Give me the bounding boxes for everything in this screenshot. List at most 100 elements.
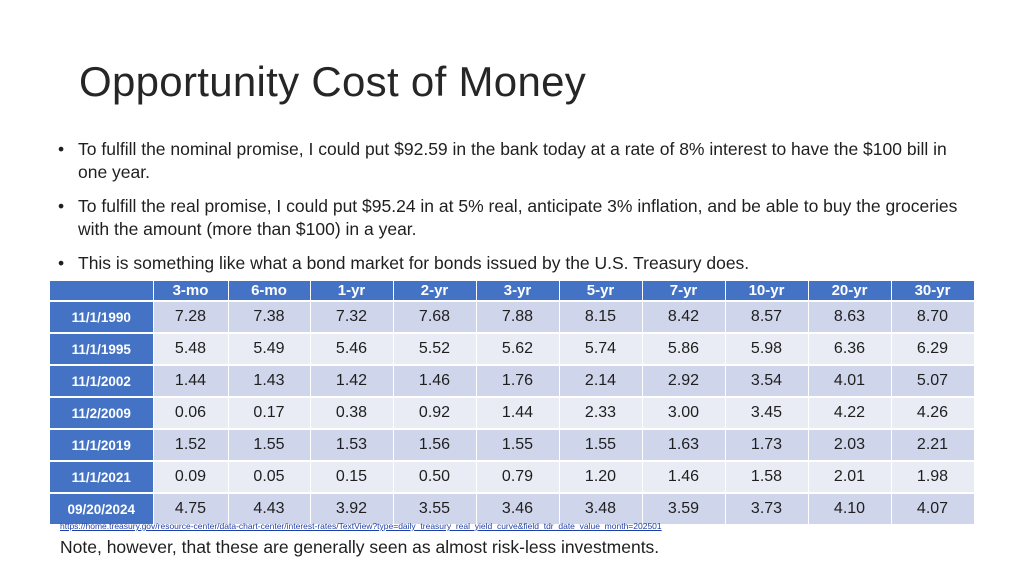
table-cell: 4.01: [808, 364, 892, 398]
column-header: 5-yr: [559, 281, 643, 301]
bullet-item: • This is something like what a bond mark…: [58, 252, 978, 275]
table-cell: 0.92: [393, 396, 477, 430]
row-date-label: 11/2/2009: [50, 396, 154, 430]
table-cell: 7.32: [310, 299, 394, 334]
table-cell: 4.22: [808, 396, 892, 430]
table-cell: 3.55: [393, 492, 477, 524]
table-cell: 1.46: [393, 364, 477, 398]
row-date-label: 11/1/1995: [50, 332, 154, 366]
table-row: 11/2/2009 0.06 0.17 0.38 0.92 1.44 2.33 3.00 3.4…: [50, 396, 975, 430]
table-cell: 1.53: [310, 428, 394, 462]
table-cell: 3.54: [725, 364, 809, 398]
column-header: 3-mo: [153, 281, 229, 301]
table-cell: 5.07: [891, 364, 975, 398]
table-cell: 1.56: [393, 428, 477, 462]
table-cell: 5.49: [228, 332, 311, 366]
bullet-item: • To fulfill the real promise, I could pu…: [58, 195, 978, 241]
table-cell: 8.70: [891, 299, 975, 334]
table-cell: 0.79: [476, 460, 560, 494]
table-row: 09/20/2024 4.75 4.43 3.92 3.55 3.46 3.48 3.59 3.…: [50, 492, 975, 524]
table-cell: 3.00: [642, 396, 726, 430]
bullet-text: This is something like what a bond marke…: [78, 253, 750, 273]
bullet-text: To fulfill the real promise, I could put…: [78, 196, 958, 239]
table-header-row: 3-mo 6-mo 1-yr 2-yr 3-yr 5-yr 7-yr 10-yr…: [50, 281, 975, 301]
slide-title: Opportunity Cost of Money: [79, 58, 587, 105]
row-date-label: 11/1/2019: [50, 428, 154, 462]
column-header: 20-yr: [808, 281, 892, 301]
bullet-dot-icon: •: [58, 139, 65, 159]
row-date-label: 11/1/1990: [50, 299, 154, 334]
table-cell: 3.59: [642, 492, 726, 524]
table-cell: 0.06: [153, 396, 229, 430]
table-cell: 1.98: [891, 460, 975, 494]
source-link[interactable]: https://home.treasury.gov/resource-cente…: [60, 521, 662, 531]
table-cell: 0.05: [228, 460, 311, 494]
row-date-label: 11/1/2002: [50, 364, 154, 398]
table-cell: 2.01: [808, 460, 892, 494]
table-cell: 1.73: [725, 428, 809, 462]
table-row: 11/1/2021 0.09 0.05 0.15 0.50 0.79 1.20 1.46 1.5…: [50, 460, 975, 494]
table-cell: 2.14: [559, 364, 643, 398]
table-cell: 1.20: [559, 460, 643, 494]
table-cell: 1.55: [476, 428, 560, 462]
table-cell: 4.07: [891, 492, 975, 524]
bullet-list: • To fulfill the nominal promise, I could…: [58, 138, 978, 286]
bullet-item: • To fulfill the nominal promise, I could…: [58, 138, 978, 184]
table-cell: 8.63: [808, 299, 892, 334]
column-header: 7-yr: [642, 281, 726, 301]
table-cell: 7.88: [476, 299, 560, 334]
column-header: 10-yr: [725, 281, 809, 301]
table-cell: 2.33: [559, 396, 643, 430]
table-cell: 1.42: [310, 364, 394, 398]
table-cell: 0.17: [228, 396, 311, 430]
table-cell: 2.03: [808, 428, 892, 462]
table-cell: 8.42: [642, 299, 726, 334]
table-cell: 7.28: [153, 299, 229, 334]
table-cell: 0.09: [153, 460, 229, 494]
header-corner: [50, 281, 154, 301]
table-cell: 1.44: [476, 396, 560, 430]
table-cell: 1.58: [725, 460, 809, 494]
table-cell: 8.57: [725, 299, 809, 334]
table-cell: 4.10: [808, 492, 892, 524]
table-cell: 7.68: [393, 299, 477, 334]
bullet-dot-icon: •: [58, 196, 65, 216]
table-cell: 6.29: [891, 332, 975, 366]
row-date-label: 09/20/2024: [50, 492, 154, 524]
table-cell: 5.48: [153, 332, 229, 366]
table-cell: 6.36: [808, 332, 892, 366]
table-row: 11/1/2019 1.52 1.55 1.53 1.56 1.55 1.55 1.63 1.7…: [50, 428, 975, 462]
column-header: 6-mo: [228, 281, 311, 301]
footnote: Note, however, that these are generally …: [60, 537, 660, 557]
table-cell: 3.45: [725, 396, 809, 430]
table-cell: 1.55: [559, 428, 643, 462]
table-cell: 2.21: [891, 428, 975, 462]
table-cell: 8.15: [559, 299, 643, 334]
table-cell: 5.52: [393, 332, 477, 366]
table-cell: 1.55: [228, 428, 311, 462]
column-header: 1-yr: [310, 281, 394, 301]
table-cell: 2.92: [642, 364, 726, 398]
table-cell: 4.26: [891, 396, 975, 430]
table-cell: 3.92: [310, 492, 394, 524]
table-cell: 5.98: [725, 332, 809, 366]
table-cell: 1.46: [642, 460, 726, 494]
table-cell: 5.74: [559, 332, 643, 366]
table-cell: 4.43: [228, 492, 311, 524]
column-header: 30-yr: [891, 281, 975, 301]
table-cell: 0.50: [393, 460, 477, 494]
table-cell: 0.15: [310, 460, 394, 494]
table-cell: 5.46: [310, 332, 394, 366]
table-cell: 1.76: [476, 364, 560, 398]
bullet-dot-icon: •: [58, 253, 65, 273]
table-cell: 1.44: [153, 364, 229, 398]
table-row: 11/1/1995 5.48 5.49 5.46 5.52 5.62 5.74 5.86 5.9…: [50, 332, 975, 366]
table-cell: 1.52: [153, 428, 229, 462]
column-header: 2-yr: [393, 281, 477, 301]
table-cell: 7.38: [228, 299, 311, 334]
treasury-rates-table: 3-mo 6-mo 1-yr 2-yr 3-yr 5-yr 7-yr 10-yr…: [50, 281, 975, 524]
bullet-text: To fulfill the nominal promise, I could …: [78, 139, 947, 182]
row-date-label: 11/1/2021: [50, 460, 154, 494]
table-cell: 1.43: [228, 364, 311, 398]
table-cell: 5.62: [476, 332, 560, 366]
